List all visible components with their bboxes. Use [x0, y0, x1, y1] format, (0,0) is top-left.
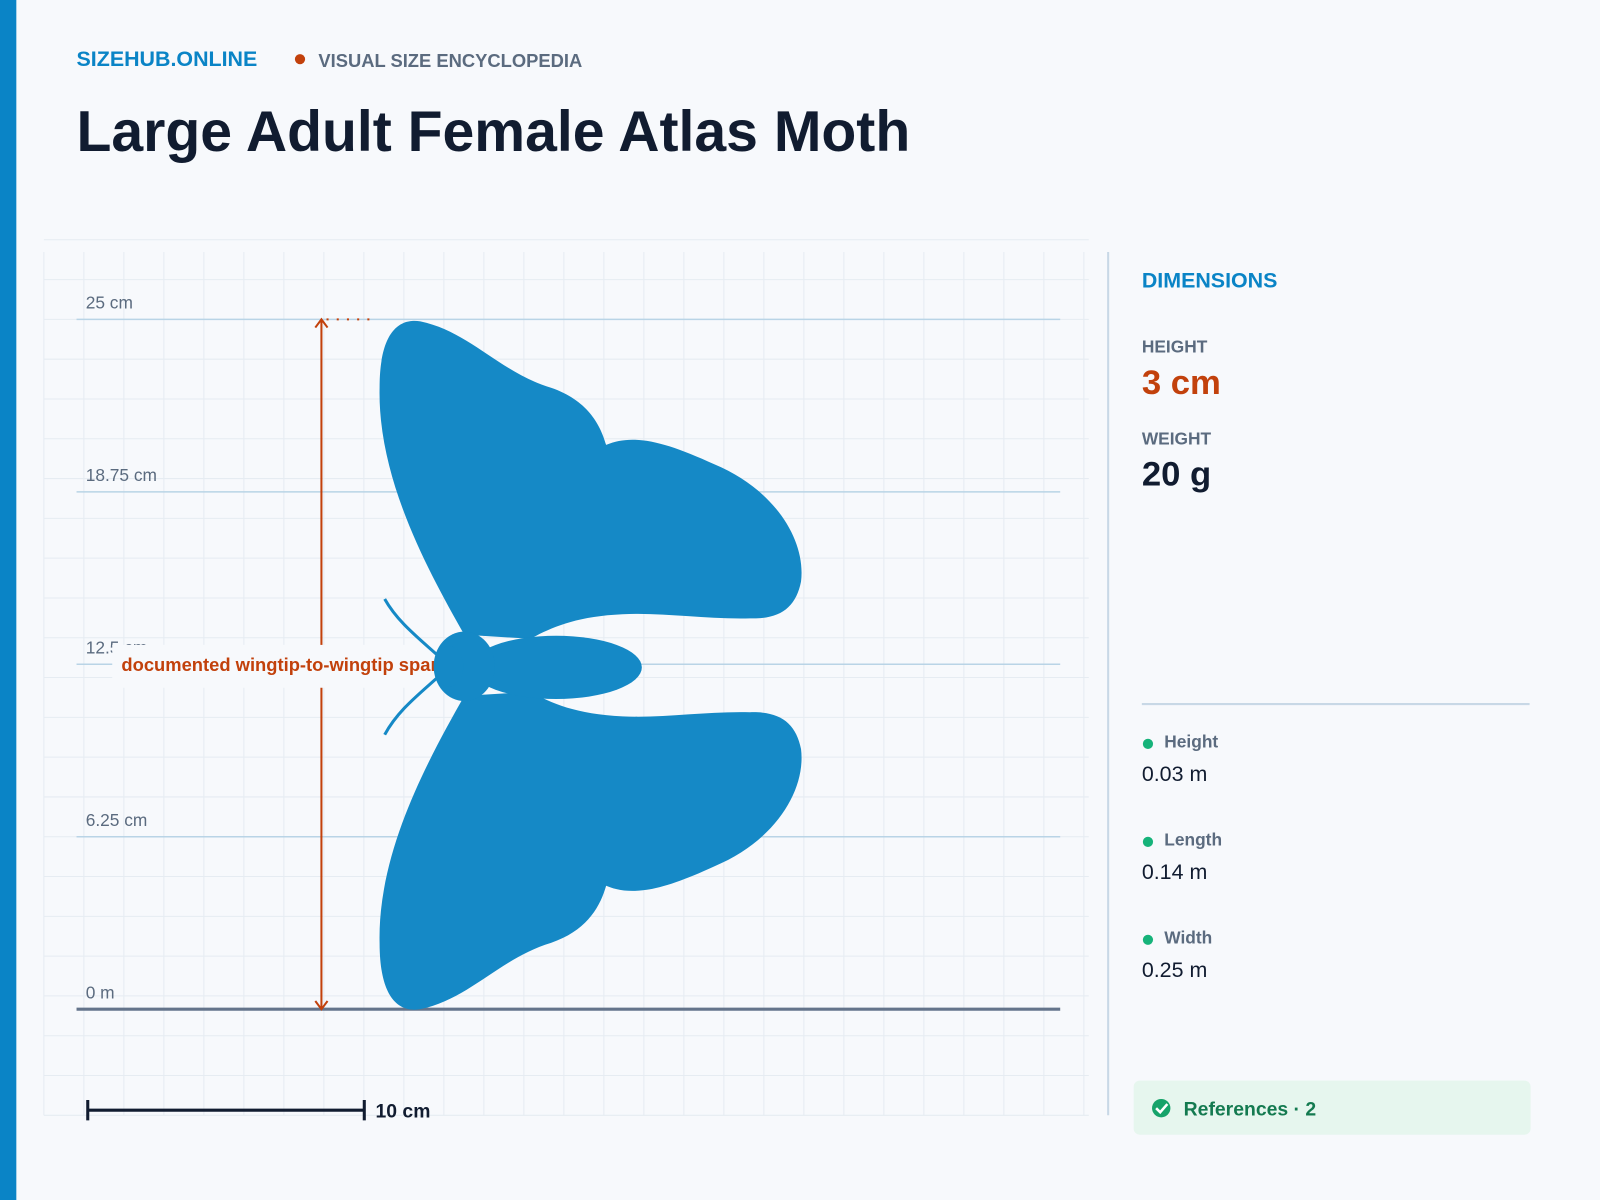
stat-value: 3 cm — [1142, 364, 1221, 402]
stat-label: HEIGHT — [1142, 337, 1208, 357]
tagline: VISUAL SIZE ENCYCLOPEDIA — [318, 50, 582, 71]
measure-label: Length — [1164, 829, 1222, 849]
scale-bar — [86, 1100, 366, 1121]
stat-value: 20 g — [1142, 456, 1211, 494]
scale-label: 25 cm — [86, 293, 133, 313]
separator-dot — [294, 54, 306, 65]
moth-forewing — [379, 320, 802, 639]
accent-bar — [0, 0, 17, 1200]
measure-value: 0.03 m — [1142, 762, 1207, 786]
moth-antennae — [383, 598, 442, 736]
moth-head — [434, 645, 464, 687]
moth-abdomen — [470, 635, 642, 699]
annotation: documented wingtip-to-wingtip span — [121, 654, 441, 675]
measure-label: Height — [1164, 731, 1218, 751]
check-icon — [1152, 1098, 1171, 1118]
scale-label: 6.25 cm — [86, 810, 148, 830]
status-dot — [1142, 934, 1154, 945]
moth-hindwing — [379, 691, 802, 1010]
status-dot — [1142, 738, 1154, 749]
annotation-bg — [112, 644, 460, 688]
sidebar-heading: DIMENSIONS — [1142, 268, 1278, 292]
scale-bar-label: 10 cm — [376, 1100, 431, 1122]
measure-value: 0.14 m — [1142, 860, 1207, 884]
measure-value: 0.25 m — [1142, 958, 1207, 982]
site-name[interactable]: SIZEHUB.ONLINE — [77, 47, 258, 71]
stat-label: WEIGHT — [1142, 428, 1212, 448]
scale-label: 18.75 cm — [86, 465, 157, 485]
references-link[interactable]: References · 2 — [1184, 1098, 1316, 1120]
references-box[interactable] — [1133, 1080, 1531, 1135]
measurements: Height 0.03 m Length 0.14 m Width 0.25 m — [1142, 731, 1222, 982]
measure-label: Width — [1164, 927, 1212, 947]
page-title: Large Adult Female Atlas Moth — [77, 100, 911, 164]
scale-label: 0 m — [86, 982, 115, 1002]
check-mark — [1155, 1103, 1169, 1115]
status-dot — [1142, 836, 1154, 847]
arrow-head — [314, 317, 329, 1011]
